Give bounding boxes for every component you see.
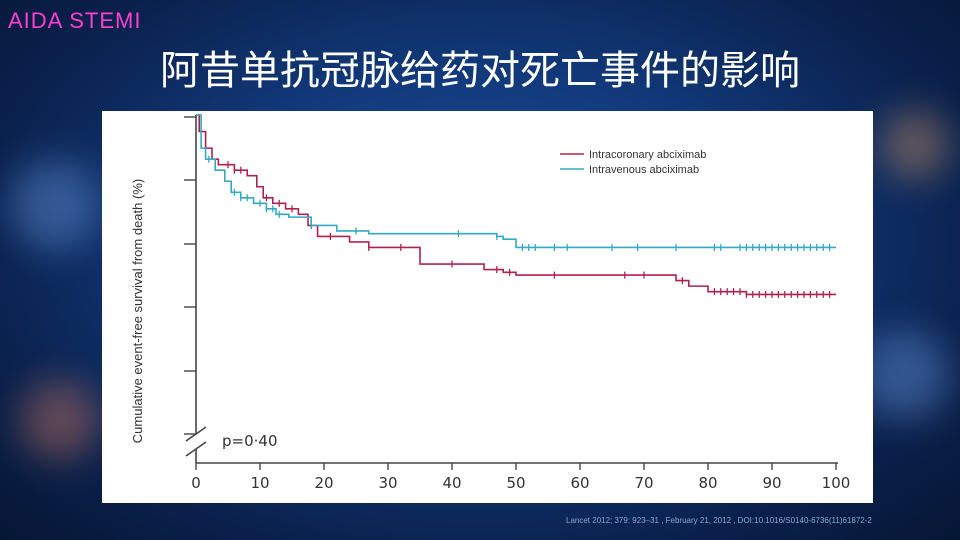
- series-line-intravenous: [196, 114, 836, 249]
- axis-break-mark: [185, 441, 207, 457]
- slide-title: 阿昔单抗冠脉给药对死亡事件的影响: [160, 48, 800, 94]
- x-tick-label: 90: [762, 474, 781, 492]
- x-tick-label: 30: [378, 474, 397, 492]
- background-glow: [860, 330, 950, 420]
- series-line-intracoronary: [196, 114, 836, 296]
- legend-label: Intravenous abciximab: [589, 164, 699, 176]
- background-glow: [880, 110, 950, 180]
- chart-panel: 0 10 20 30 40 50 60 70 80 90 100 Intracoronary abc…: [102, 111, 873, 503]
- background-glow: [10, 160, 100, 250]
- legend-label: Intracoronary abciximab: [589, 149, 706, 161]
- chart-series: [196, 114, 836, 298]
- x-tick-label: 40: [442, 474, 461, 492]
- y-axis-label: Cumulative event-free survival from deat…: [130, 179, 145, 443]
- x-tick-label: 80: [698, 474, 717, 492]
- x-tick-label: 70: [634, 474, 653, 492]
- x-tick-label: 10: [250, 474, 269, 492]
- chart-legend: Intracoronary abciximab Intravenous abcix…: [560, 149, 706, 176]
- x-tick-label: 50: [506, 474, 525, 492]
- survival-chart: 0 10 20 30 40 50 60 70 80 90 100 Intracoronary abc…: [130, 114, 850, 492]
- p-value-annotation: p=0·40: [222, 432, 278, 450]
- x-tick-label: 20: [314, 474, 333, 492]
- x-tick-label: 60: [570, 474, 589, 492]
- background-glow: [20, 380, 100, 460]
- brand-logo-text: AIDA STEMI: [8, 8, 142, 33]
- x-tick-label: 0: [191, 474, 201, 492]
- citation-footnote: Lancet 2012; 379: 923–31 , February 21, …: [566, 516, 872, 525]
- x-tick-label: 100: [822, 474, 851, 492]
- chart-axes: 0 10 20 30 40 50 60 70 80 90 100: [184, 115, 850, 492]
